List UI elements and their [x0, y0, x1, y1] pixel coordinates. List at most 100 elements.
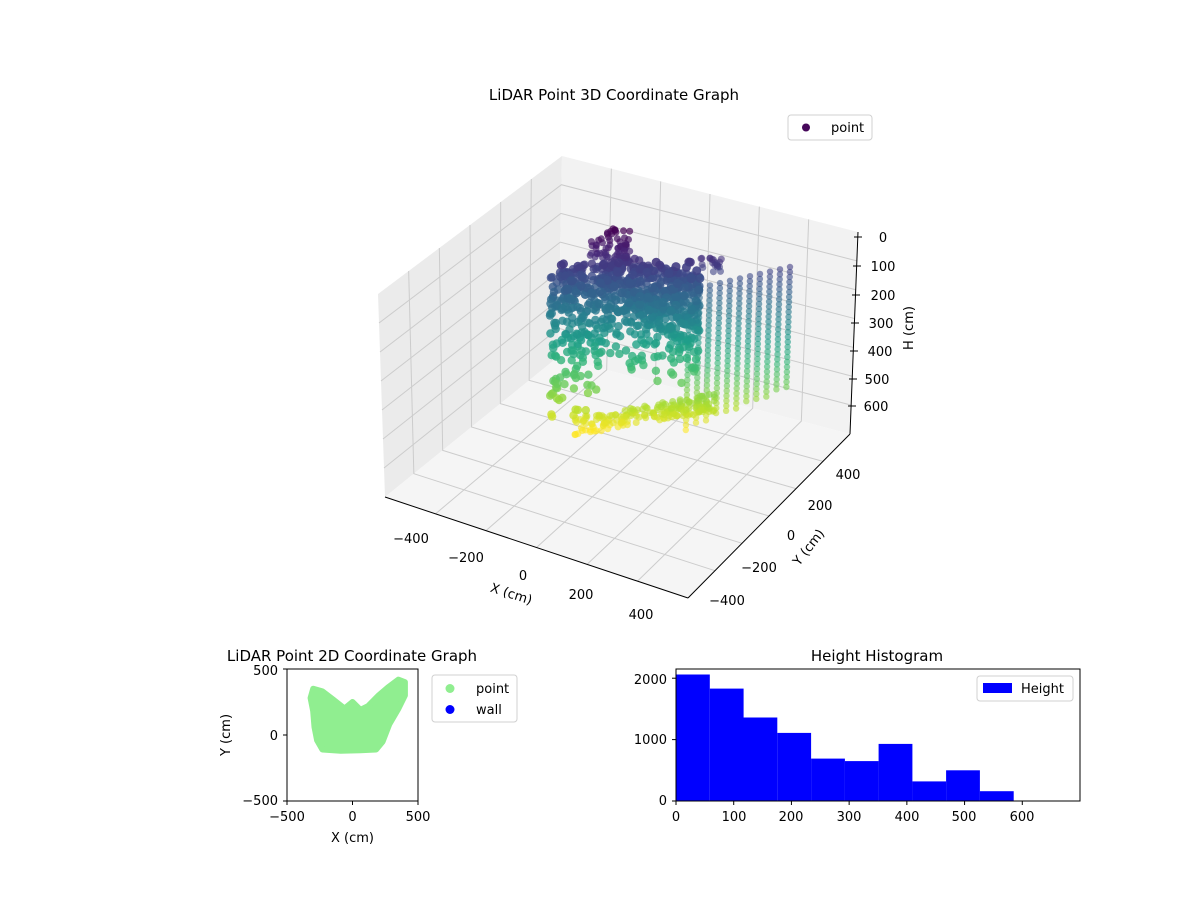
- lidar-point: [723, 397, 730, 404]
- lidar-point: [714, 359, 721, 367]
- lidar-point: [579, 311, 588, 321]
- lidar-point: [745, 313, 752, 320]
- lidar-point: [736, 300, 743, 307]
- lidar-point: [763, 393, 770, 400]
- lidar-point: [635, 276, 645, 286]
- lidar-point: [573, 330, 582, 339]
- x-tick-label: −200: [448, 551, 484, 566]
- lidar-point: [716, 279, 724, 287]
- histogram-ticks: [672, 677, 1023, 805]
- lidar-point: [725, 317, 732, 324]
- lidar-point: [745, 323, 752, 330]
- lidar-point: [624, 298, 634, 308]
- lidar-point: [776, 281, 783, 288]
- lidar-point: [617, 419, 625, 427]
- x-tick-label: 0: [519, 569, 527, 584]
- lidar-point: [725, 332, 732, 339]
- lidar-point: [634, 355, 643, 364]
- lidar-point: [550, 321, 560, 330]
- lidar-point: [724, 347, 732, 354]
- histogram-bar: [777, 732, 812, 801]
- lidar-point: [578, 357, 588, 366]
- lidar-point: [622, 241, 630, 249]
- lidar-point: [704, 367, 711, 374]
- lidar-point: [716, 289, 723, 297]
- lidar-point: [706, 302, 713, 309]
- lidar-point: [621, 234, 628, 242]
- x-ticks-3d: −400 −200 0 200 400: [393, 532, 653, 623]
- lidar-point: [569, 384, 579, 393]
- lidar-point: [774, 356, 781, 363]
- lidar-point: [592, 242, 600, 249]
- grid-line: [528, 178, 824, 462]
- lidar-point: [569, 370, 579, 380]
- lidar-point: [573, 261, 583, 271]
- lidar-point: [755, 325, 762, 333]
- lidar-point: [654, 318, 663, 327]
- lidar-point: [684, 371, 691, 379]
- lidar-point: [783, 378, 790, 386]
- lidar-point: [666, 306, 676, 316]
- lidar-point: [617, 288, 627, 298]
- lidar-point: [773, 376, 780, 383]
- y-axis-label-2d: Y (cm): [219, 714, 234, 757]
- lidar-point: [567, 276, 577, 286]
- lidar-point: [743, 373, 751, 380]
- z-tick-label: 500: [865, 373, 890, 388]
- y-axis-label-3d: Y (cm): [790, 527, 828, 570]
- lidar-point: [683, 391, 691, 399]
- lidar-point: [548, 340, 558, 349]
- x-tick-label: 400: [895, 810, 920, 825]
- lidar-point: [726, 302, 733, 309]
- lidar-point: [639, 360, 648, 370]
- lidar-point: [713, 384, 721, 392]
- lidar-point: [687, 305, 697, 315]
- lidar-point: [754, 355, 761, 363]
- histogram-frame: [675, 668, 1081, 802]
- lidar-point: [716, 294, 723, 302]
- legend-label-wall: wall: [476, 703, 502, 718]
- lidar-point: [682, 421, 690, 429]
- lidar-point: [735, 310, 743, 317]
- y-tick-label: −200: [741, 561, 777, 576]
- lidar-point: [746, 298, 753, 305]
- z-tick-marks: [848, 236, 862, 407]
- lidar-point: [733, 375, 741, 382]
- lidar-point: [591, 351, 600, 360]
- legend-swatch-height: [983, 683, 1012, 693]
- lidar-point: [597, 235, 605, 243]
- lidar-point: [695, 326, 704, 335]
- x-axis-label-2d: X (cm): [331, 831, 374, 846]
- lidar-point: [642, 404, 650, 411]
- lidar-point: [645, 336, 654, 345]
- lidar-point: [714, 354, 721, 362]
- lidar-point: [746, 293, 753, 300]
- x-tick-label: −400: [393, 532, 429, 547]
- lidar-point: [676, 398, 684, 405]
- lidar-point: [613, 235, 621, 243]
- lidar-point: [667, 368, 676, 377]
- lidar-point: [732, 405, 740, 412]
- plot-3d: LiDAR Point 3D Coordinate Graph −400 −20…: [378, 86, 917, 623]
- lidar-point: [710, 391, 718, 398]
- lidar-point: [726, 297, 733, 304]
- lidar-point: [733, 395, 740, 402]
- lidar-point: [549, 287, 559, 297]
- lidar-point: [713, 260, 721, 268]
- legend-box: [787, 114, 873, 141]
- lidar-point: [744, 358, 751, 365]
- lidar-point: [630, 330, 640, 339]
- histogram-bar: [946, 770, 980, 801]
- lidar-point: [625, 359, 634, 368]
- lidar-point: [713, 379, 721, 387]
- lidar-point: [743, 383, 750, 390]
- lidar-point: [744, 353, 751, 360]
- lidar-point: [628, 270, 637, 280]
- lidar-point: [646, 409, 654, 417]
- lidar-point: [754, 345, 761, 353]
- lidar-point: [634, 321, 643, 330]
- lidar-point: [595, 278, 605, 288]
- legend-label-height: Height: [1021, 682, 1064, 697]
- lidar-point: [734, 360, 741, 367]
- lidar-point: [722, 407, 730, 414]
